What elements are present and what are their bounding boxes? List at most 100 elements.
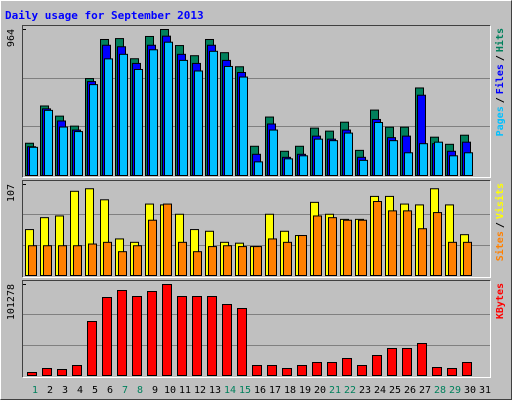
y-tick-label: 101278 — [6, 284, 17, 320]
bar — [374, 121, 383, 176]
bar — [42, 368, 52, 376]
bar — [103, 241, 112, 276]
x-tick-label: 14 — [224, 385, 236, 396]
x-tick-label: 8 — [137, 385, 143, 396]
bar — [359, 159, 368, 176]
panel-bevel-dark — [22, 25, 491, 178]
chart-title: Daily usage for September 2013 — [5, 9, 204, 22]
panel-bevel-light — [22, 280, 491, 378]
bar — [179, 59, 188, 177]
bar — [372, 354, 382, 376]
bar — [328, 217, 337, 277]
bar — [192, 296, 202, 376]
x-tick-label: 30 — [464, 385, 476, 396]
bar — [74, 131, 83, 177]
legend: Sites / Visits — [494, 183, 506, 261]
legend: Pages / Files / Hits — [494, 28, 506, 136]
x-tick-label: 11 — [179, 385, 191, 396]
bar — [327, 362, 337, 376]
legend-entry: Pages — [495, 106, 506, 136]
x-tick-label: 9 — [152, 385, 158, 396]
x-tick-label: 4 — [77, 385, 83, 396]
bar — [464, 152, 473, 176]
bar — [373, 201, 382, 276]
bar — [254, 161, 263, 176]
bar — [284, 158, 293, 177]
x-tick-label: 3 — [62, 385, 68, 396]
bar — [207, 296, 217, 376]
bar — [283, 241, 292, 276]
bar — [419, 143, 428, 177]
bar — [29, 146, 38, 177]
bar — [237, 307, 247, 376]
bar — [342, 358, 352, 377]
bar — [417, 343, 427, 376]
panel — [22, 280, 491, 378]
bar — [147, 291, 157, 377]
bar — [27, 371, 37, 376]
legend-separator: / — [495, 97, 506, 103]
bar — [252, 365, 262, 376]
bar — [119, 53, 128, 176]
bar — [344, 132, 353, 176]
x-tick-label: 22 — [344, 385, 356, 396]
bar — [314, 138, 323, 177]
bar — [162, 284, 172, 376]
bar — [194, 70, 203, 176]
bar — [433, 212, 442, 276]
x-tick-label: 15 — [239, 385, 251, 396]
legend-entry: KBytes — [495, 283, 506, 319]
bar — [57, 368, 67, 376]
x-tick-label: 28 — [434, 385, 446, 396]
bar — [224, 65, 233, 176]
x-tick-label: 21 — [329, 385, 341, 396]
bar — [223, 245, 232, 276]
bar — [43, 245, 52, 276]
bar — [73, 245, 82, 276]
bar — [253, 246, 262, 276]
x-tick-label: 10 — [164, 385, 176, 396]
legend-separator: / — [495, 55, 506, 61]
bar — [59, 126, 68, 176]
legend-entry: Hits — [494, 28, 506, 52]
bar — [209, 50, 218, 176]
bar — [389, 140, 398, 176]
bar — [104, 58, 113, 176]
y-tick-label: 964 — [6, 29, 17, 47]
bar — [434, 141, 443, 176]
x-tick-label: 12 — [194, 385, 206, 396]
x-tick-label: 6 — [107, 385, 113, 396]
bar — [148, 219, 157, 276]
bar — [404, 152, 413, 176]
bar — [44, 109, 53, 176]
x-tick-label: 20 — [314, 385, 326, 396]
legend-separator: / — [495, 222, 506, 228]
x-tick-label: 2 — [47, 385, 53, 396]
x-tick-label: 31 — [479, 385, 491, 396]
bar — [132, 296, 142, 376]
bar — [432, 366, 442, 376]
y-tick-label: 107 — [6, 184, 17, 202]
x-tick-label: 29 — [449, 385, 461, 396]
legend-entry: Visits — [494, 183, 506, 219]
bar — [282, 368, 292, 376]
bar — [299, 155, 308, 176]
legend-entry: Files — [494, 64, 506, 94]
bar — [343, 219, 352, 276]
bar — [149, 49, 158, 176]
bar — [312, 362, 322, 376]
bar — [447, 368, 457, 376]
bar — [449, 155, 458, 176]
bar — [238, 246, 247, 276]
bar — [403, 210, 412, 276]
bar — [134, 68, 143, 176]
x-tick-label: 18 — [284, 385, 296, 396]
bar — [402, 348, 412, 376]
bar — [297, 365, 307, 376]
bar — [208, 246, 217, 276]
x-tick-label: 5 — [92, 385, 98, 396]
bar — [268, 238, 277, 276]
x-tick-label: 23 — [359, 385, 371, 396]
bar — [193, 251, 202, 277]
